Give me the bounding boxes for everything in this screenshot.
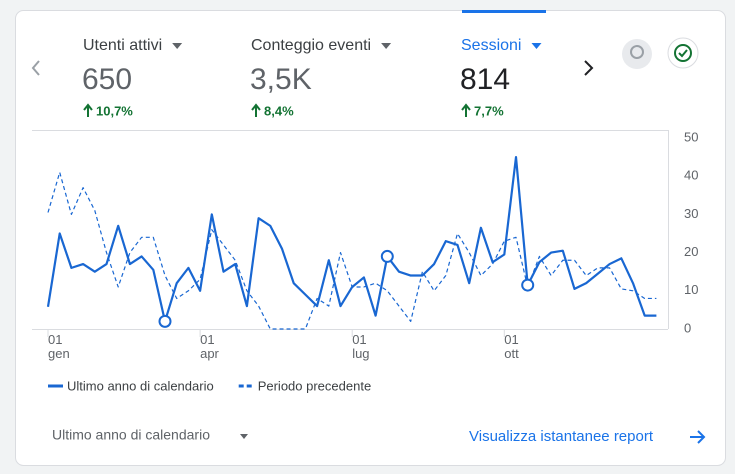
status-icon-check (678, 49, 688, 58)
tab-caret (172, 43, 183, 49)
highlight-point (380, 249, 394, 263)
series-line (46, 156, 657, 323)
date-range[interactable]: Ultimo anno di calendario (52, 427, 210, 443)
tab-label[interactable]: Utenti attivi (83, 37, 162, 54)
up-arrow-icon (461, 103, 471, 117)
prev-arrow[interactable] (31, 60, 40, 76)
next-arrow[interactable] (584, 60, 594, 76)
legend-label[interactable]: Ultimo anno di calendario (67, 378, 214, 393)
tab-change: 10,7% (96, 103, 133, 118)
status-icon[interactable] (667, 37, 699, 69)
card (15, 10, 726, 466)
chart: 0 10 20 30 40 50 01 gen 01 apr 01 lug 01 ott Ultimo an… (32, 129, 698, 393)
tab-value: 650 (82, 63, 132, 96)
status-icon-ring (674, 44, 692, 62)
legend-label[interactable]: Periodo precedente (258, 378, 371, 393)
tab-label[interactable]: Conteggio eventi (251, 37, 371, 54)
x-tick-label: 01 ott (504, 332, 519, 361)
tab-label[interactable]: Sessioni (461, 37, 521, 54)
highlight-point (521, 278, 535, 292)
metric-tabs: Utenti attivi 650 10,7% Conteggio eventi 3,5… (82, 37, 542, 118)
up-arrow-icon (83, 103, 93, 117)
tab-change: 8,4% (264, 103, 294, 118)
tab-change: 7,7% (474, 103, 504, 118)
y-tick-label: 50 (684, 129, 698, 144)
y-tick-label: 40 (684, 168, 698, 183)
up-arrow-icon (251, 103, 261, 117)
report-link[interactable]: Visualizza istantanee report (469, 428, 654, 445)
insight-icon-glyph (630, 45, 644, 59)
y-tick-label: 20 (684, 244, 698, 259)
tab-caret (531, 43, 542, 49)
x-tick-label: 01 lug (352, 332, 369, 361)
date-range-caret (240, 434, 248, 439)
report-link-arrow (690, 430, 706, 444)
y-tick-label: 10 (684, 282, 698, 297)
tab-value: 814 (460, 63, 510, 96)
tab-value: 3,5K (250, 63, 312, 96)
y-tick-label: 30 (684, 206, 698, 221)
tab-caret (381, 43, 392, 49)
insight-icon[interactable] (622, 39, 652, 69)
x-tick-label: 01 apr (200, 332, 219, 361)
selected-tab-indicator (462, 10, 546, 13)
y-tick-label: 0 (684, 320, 691, 335)
highlight-point (158, 314, 172, 328)
x-tick-label: 01 gen (48, 332, 70, 361)
